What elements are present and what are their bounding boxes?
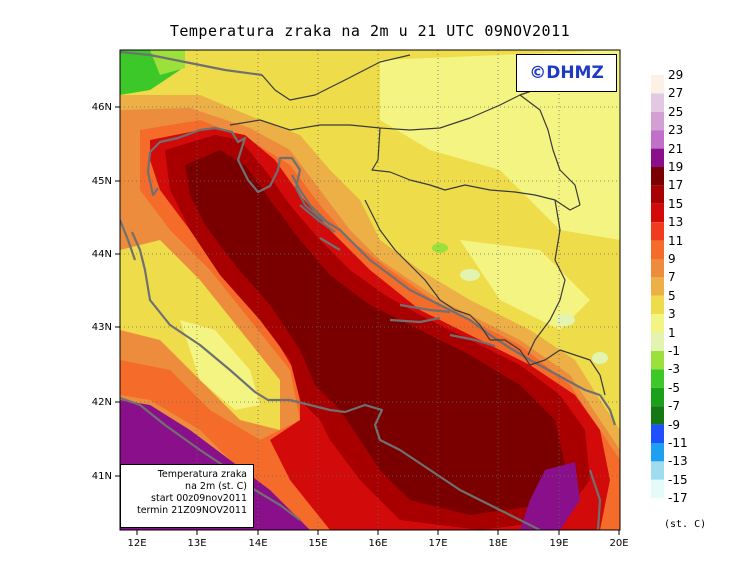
legend-label: 3 — [668, 307, 676, 322]
lat-tick-label: 44N — [92, 249, 112, 260]
legend-label: -1 — [668, 344, 680, 358]
info-line-start: start 00z09nov2011 — [151, 493, 247, 504]
lat-tick-label: 42N — [92, 397, 112, 408]
legend-label: 13 — [668, 215, 684, 230]
legend-label: -9 — [668, 417, 680, 432]
legend-swatch — [651, 93, 664, 112]
lat-tick-label: 46N — [92, 102, 112, 113]
legend-swatch — [651, 240, 664, 259]
legend-label: 23 — [668, 123, 684, 138]
lon-tick-label: 20E — [609, 538, 628, 549]
lon-tick-label: 18E — [488, 538, 507, 549]
info-line-units: na 2m (st. C) — [185, 481, 247, 492]
lon-tick-label: 13E — [187, 538, 206, 549]
lon-tick-label: 15E — [308, 538, 327, 549]
legend-label: 15 — [668, 196, 684, 211]
legend-swatch — [651, 75, 664, 94]
legend-label: -5 — [668, 380, 680, 395]
coastline — [120, 50, 617, 530]
legend-swatch — [651, 295, 664, 315]
lat-tick-label: 43N — [92, 322, 112, 333]
map-title: Temperatura zraka na 2m u 21 UTC 09NOV20… — [169, 22, 571, 40]
legend-swatch — [651, 185, 664, 204]
legend-label: -13 — [668, 454, 688, 469]
legend-swatch — [651, 443, 664, 462]
legend-label: -11 — [668, 436, 688, 450]
legend-label: 29 — [668, 68, 684, 82]
legend-swatch — [651, 222, 664, 241]
lat-tick-label: 41N — [92, 471, 112, 482]
legend-swatch — [651, 387, 664, 407]
legend-swatch — [651, 314, 664, 333]
legend-swatch — [651, 351, 664, 370]
legend-label: -15 — [668, 472, 688, 487]
axis-ticks — [115, 106, 620, 535]
legend-label: 1 — [668, 325, 676, 340]
legend-label: -7 — [668, 399, 680, 414]
legend-swatch — [651, 203, 664, 223]
lon-tick-labels: 12E 13E 14E 15E 16E 17E 18E 19E 20E — [127, 538, 628, 549]
lat-tick-labels: 46N 45N 44N 43N 42N 41N — [92, 102, 112, 482]
legend-units: (st. C) — [664, 519, 707, 530]
info-box: Temperatura zraka na 2m (st. C) start 00… — [120, 464, 254, 528]
info-line-termin: termin 21Z09NOV2011 — [136, 505, 247, 516]
legend-swatch — [651, 369, 664, 388]
legend-label: 7 — [668, 270, 676, 285]
info-line-title: Temperatura zraka — [157, 469, 247, 480]
legend-swatch — [651, 498, 664, 517]
legend-swatch — [651, 167, 664, 186]
borders — [229, 54, 606, 396]
legend-swatch — [651, 130, 664, 149]
legend-swatch — [651, 479, 664, 499]
legend-colorbar — [651, 75, 664, 517]
legend-label: 27 — [668, 86, 684, 101]
legend-swatch — [651, 148, 664, 167]
lon-tick-label: 19E — [549, 538, 568, 549]
legend-label: 21 — [668, 141, 684, 156]
lon-tick-label: 12E — [127, 538, 146, 549]
plot-frame — [119, 49, 621, 531]
lon-tick-label: 17E — [428, 538, 447, 549]
legend-label: 19 — [668, 160, 684, 174]
legend-label: 9 — [668, 252, 676, 266]
lon-tick-label: 16E — [368, 538, 387, 549]
copyright-logo: ©DHMZ — [516, 54, 617, 92]
lat-tick-label: 45N — [92, 176, 112, 187]
legend-swatch — [651, 424, 664, 443]
legend-label: -3 — [668, 362, 680, 377]
legend-swatch — [651, 259, 664, 278]
legend-swatch — [651, 111, 664, 131]
legend-label: -17 — [668, 491, 688, 506]
legend-label: 17 — [668, 178, 684, 193]
legend-label: 25 — [668, 104, 684, 119]
legend-swatch — [651, 406, 664, 425]
legend-swatch — [651, 277, 664, 296]
legend-label: 11 — [668, 233, 684, 248]
temperature-field — [120, 50, 620, 530]
lon-tick-label: 14E — [248, 538, 267, 549]
legend-swatch — [651, 332, 664, 351]
legend-swatch — [651, 461, 664, 480]
legend-label: 5 — [668, 288, 676, 303]
